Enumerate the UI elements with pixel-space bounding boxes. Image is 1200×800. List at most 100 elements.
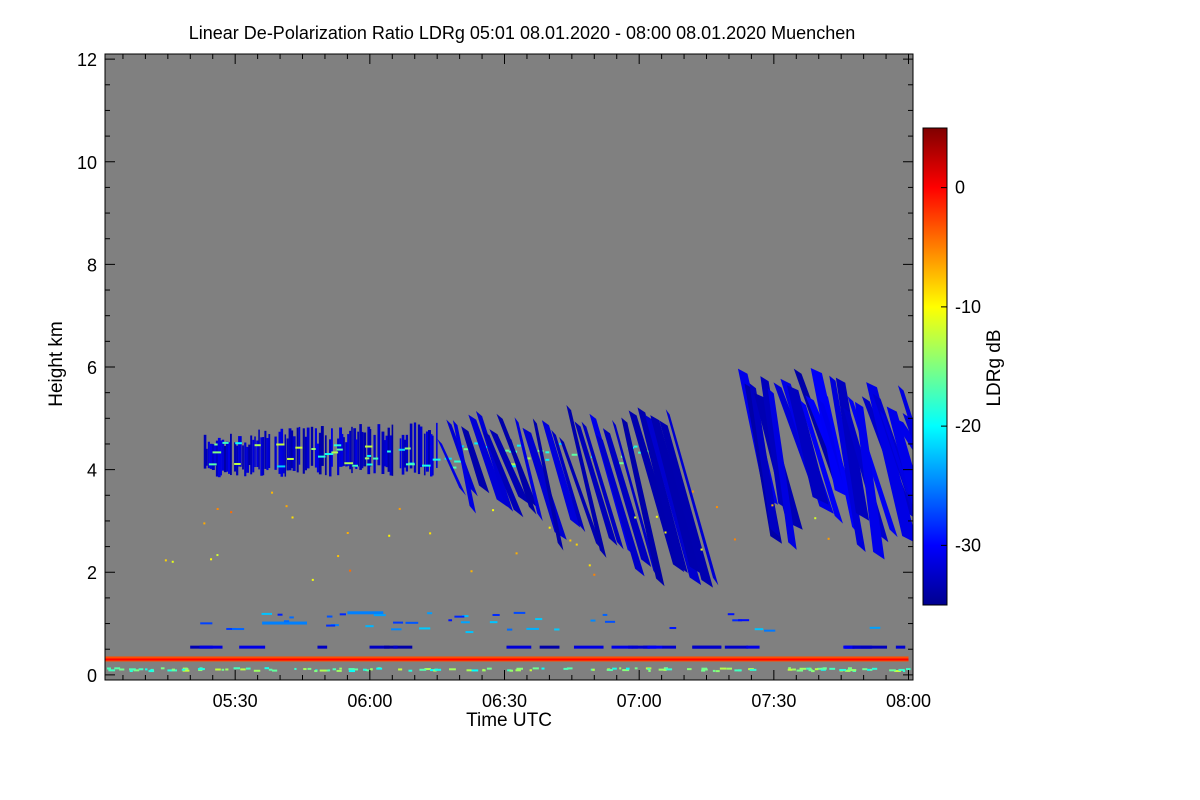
surface-speck bbox=[332, 668, 337, 671]
cloud-accent bbox=[333, 444, 342, 447]
surface-speck bbox=[245, 667, 251, 670]
fallstreak bbox=[665, 409, 719, 586]
cloud-accent bbox=[616, 462, 624, 465]
cloud-accent bbox=[364, 457, 370, 460]
surface-speck bbox=[625, 667, 630, 670]
cloud-streak bbox=[314, 428, 317, 468]
surface-speck bbox=[787, 668, 793, 671]
surface-speck bbox=[871, 667, 878, 670]
surface-speck bbox=[799, 667, 807, 670]
x-axis-label: Time UTC bbox=[466, 710, 552, 731]
cloud-streak bbox=[296, 427, 299, 473]
surface-speck bbox=[307, 667, 312, 670]
low-speck bbox=[419, 627, 431, 630]
surface-speck bbox=[806, 667, 811, 670]
fallstreak bbox=[886, 406, 913, 505]
low-speck bbox=[764, 629, 776, 632]
fallstreak bbox=[749, 383, 780, 537]
cloud-accent bbox=[454, 460, 463, 463]
cloud-streak bbox=[367, 426, 371, 475]
low-speck bbox=[427, 612, 433, 615]
surface-speck bbox=[905, 668, 911, 671]
speck bbox=[733, 538, 736, 541]
x-tick-label: 06:30 bbox=[482, 691, 527, 711]
cloud-streak bbox=[298, 426, 301, 465]
low-speck bbox=[391, 628, 402, 631]
near-surface-segment bbox=[661, 645, 677, 649]
speck bbox=[429, 532, 432, 535]
surface-speck bbox=[486, 667, 492, 670]
surface-speck bbox=[184, 668, 189, 671]
speck bbox=[691, 490, 694, 493]
cloud-streak bbox=[401, 434, 405, 475]
cloud-streak bbox=[347, 434, 350, 466]
speck bbox=[548, 526, 551, 529]
speck bbox=[337, 555, 340, 558]
cloud-streak bbox=[373, 434, 376, 474]
fallstreak bbox=[489, 429, 530, 505]
low-speck bbox=[231, 628, 245, 631]
cloud-streak bbox=[209, 443, 213, 469]
cloud-streak bbox=[227, 442, 231, 474]
cloud-streak bbox=[405, 434, 409, 472]
surface-speck bbox=[850, 669, 857, 672]
surface-speck bbox=[339, 667, 342, 670]
cloud-streak bbox=[345, 442, 348, 467]
cloud-streak bbox=[331, 428, 333, 467]
cloud-streak bbox=[328, 439, 332, 477]
surface-speck bbox=[129, 670, 133, 673]
surface-speck bbox=[149, 669, 153, 672]
surface-speck bbox=[792, 668, 796, 671]
fallstreak bbox=[786, 385, 829, 505]
cloud-streak bbox=[436, 422, 438, 468]
near-surface-segment bbox=[239, 645, 266, 649]
surface-speck bbox=[129, 668, 136, 671]
surface-speck bbox=[529, 669, 532, 672]
fallstreak bbox=[866, 382, 913, 542]
colorbar-tick-label: -20 bbox=[955, 416, 981, 436]
cloud-streak bbox=[223, 445, 227, 473]
cloud-streak bbox=[290, 430, 294, 469]
fallstreak bbox=[659, 420, 713, 588]
speck bbox=[346, 532, 349, 535]
surface-speck bbox=[253, 669, 261, 672]
cloud-accent bbox=[254, 444, 261, 447]
x-tick-label: 05:30 bbox=[213, 691, 258, 711]
surface-speck bbox=[734, 669, 742, 672]
speck bbox=[171, 560, 174, 563]
surface-speck bbox=[294, 667, 297, 670]
cloud-accent bbox=[545, 451, 550, 454]
cloud-streak bbox=[432, 435, 434, 476]
cloud-accent bbox=[398, 448, 406, 451]
surface-speck bbox=[665, 668, 673, 671]
cloud-accent bbox=[387, 450, 391, 453]
surface-speck bbox=[348, 670, 356, 673]
surface-speck bbox=[435, 668, 442, 671]
surface-speck bbox=[867, 668, 870, 671]
cloud-streak bbox=[248, 444, 251, 466]
low-speck bbox=[289, 616, 294, 619]
surface-speck bbox=[701, 669, 706, 672]
surface-speck bbox=[336, 669, 342, 672]
speck bbox=[271, 491, 274, 494]
surface-speck bbox=[352, 668, 359, 671]
cloud-streak bbox=[318, 432, 322, 475]
cloud-accent bbox=[571, 453, 578, 456]
cloud-streak bbox=[387, 427, 390, 472]
y-tick-label: 8 bbox=[87, 255, 97, 275]
surface-speck bbox=[424, 668, 431, 671]
fallstreak bbox=[897, 385, 913, 434]
near-surface-segment bbox=[647, 645, 663, 649]
low-speck bbox=[738, 619, 750, 622]
fallstreak bbox=[621, 417, 665, 587]
low-speck bbox=[277, 613, 283, 616]
surface-speck bbox=[167, 669, 172, 672]
surface-speck bbox=[719, 667, 727, 670]
cloud-streak bbox=[284, 434, 287, 477]
y-tick-label: 12 bbox=[77, 50, 97, 70]
surface-speck bbox=[398, 668, 403, 671]
surface-speck bbox=[612, 667, 617, 670]
cloud-streak bbox=[337, 438, 340, 476]
surface-speck bbox=[466, 669, 472, 672]
cloud-accent bbox=[336, 448, 343, 451]
